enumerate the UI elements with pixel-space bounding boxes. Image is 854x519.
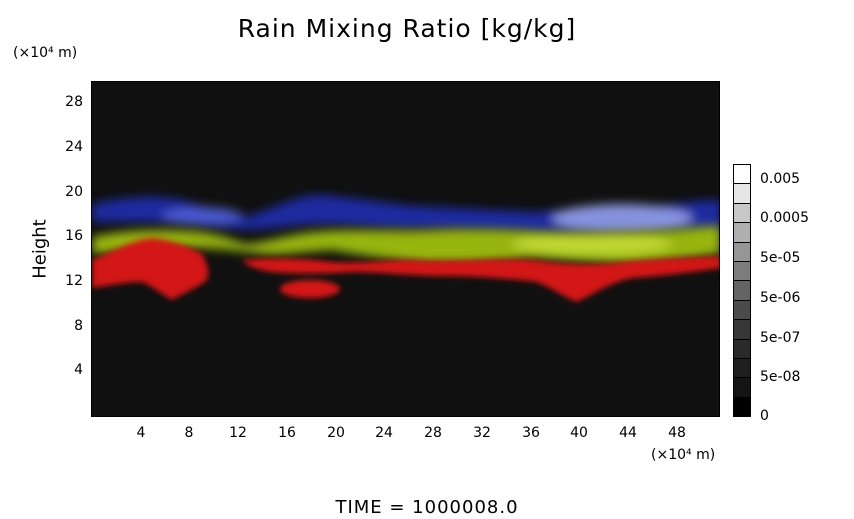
x-tick: 16 <box>278 425 296 441</box>
colorbar <box>733 164 751 417</box>
y-tick: 4 <box>74 362 83 378</box>
colorbar-label: 0.0005 <box>760 210 809 226</box>
yellow-band <box>92 226 719 264</box>
x-tick: 12 <box>229 425 247 441</box>
x-tick: 24 <box>375 425 393 441</box>
x-axis-unit: (×10⁴ m) <box>651 447 716 463</box>
x-tick: 48 <box>668 425 686 441</box>
y-tick: 12 <box>65 273 83 289</box>
colorbar-cell <box>734 223 750 243</box>
chart-title: Rain Mixing Ratio [kg/kg] <box>237 14 577 43</box>
y-axis-label: Height <box>29 219 51 279</box>
plot-area <box>91 81 720 417</box>
colorbar-cell <box>734 184 750 204</box>
x-tick: 40 <box>570 425 588 441</box>
colorbar-cell <box>734 320 750 340</box>
time-label: TIME = 1000008.0 <box>335 497 519 518</box>
y-tick: 28 <box>65 94 83 110</box>
y-tick: 8 <box>74 318 83 334</box>
colorbar-cell <box>734 339 750 359</box>
x-tick: 8 <box>184 425 194 441</box>
colorbar-label: 5e-08 <box>760 369 801 385</box>
y-axis-unit: (×10⁴ m) <box>13 45 78 61</box>
colorbar-label: 0.005 <box>760 171 801 187</box>
x-tick: 28 <box>424 425 442 441</box>
colorbar-label: 5e-05 <box>760 250 801 266</box>
red-band <box>92 238 719 302</box>
colorbar-cell <box>734 281 750 301</box>
colorbar-label: 5e-07 <box>760 330 801 346</box>
colorbar-cell <box>734 300 750 321</box>
y-tick: 20 <box>65 184 83 200</box>
colorbar-cell <box>734 203 750 224</box>
colorbar-cell <box>734 261 750 282</box>
y-tick: 24 <box>65 139 83 155</box>
colorbar-cell <box>734 242 750 262</box>
colorbar-cell <box>734 378 750 398</box>
x-tick: 20 <box>327 425 345 441</box>
x-tick: 36 <box>522 425 540 441</box>
x-tick: 4 <box>136 425 146 441</box>
x-tick: 44 <box>619 425 637 441</box>
x-tick: 32 <box>473 425 491 441</box>
colorbar-cell <box>734 165 750 185</box>
colorbar-cell <box>734 358 750 379</box>
blue-band <box>92 194 719 233</box>
colorbar-label: 5e-06 <box>760 290 801 306</box>
y-tick: 16 <box>65 228 83 244</box>
colorbar-cell <box>734 397 750 417</box>
rain-field-graphic <box>92 194 719 302</box>
colorbar-label: 0 <box>760 408 769 424</box>
